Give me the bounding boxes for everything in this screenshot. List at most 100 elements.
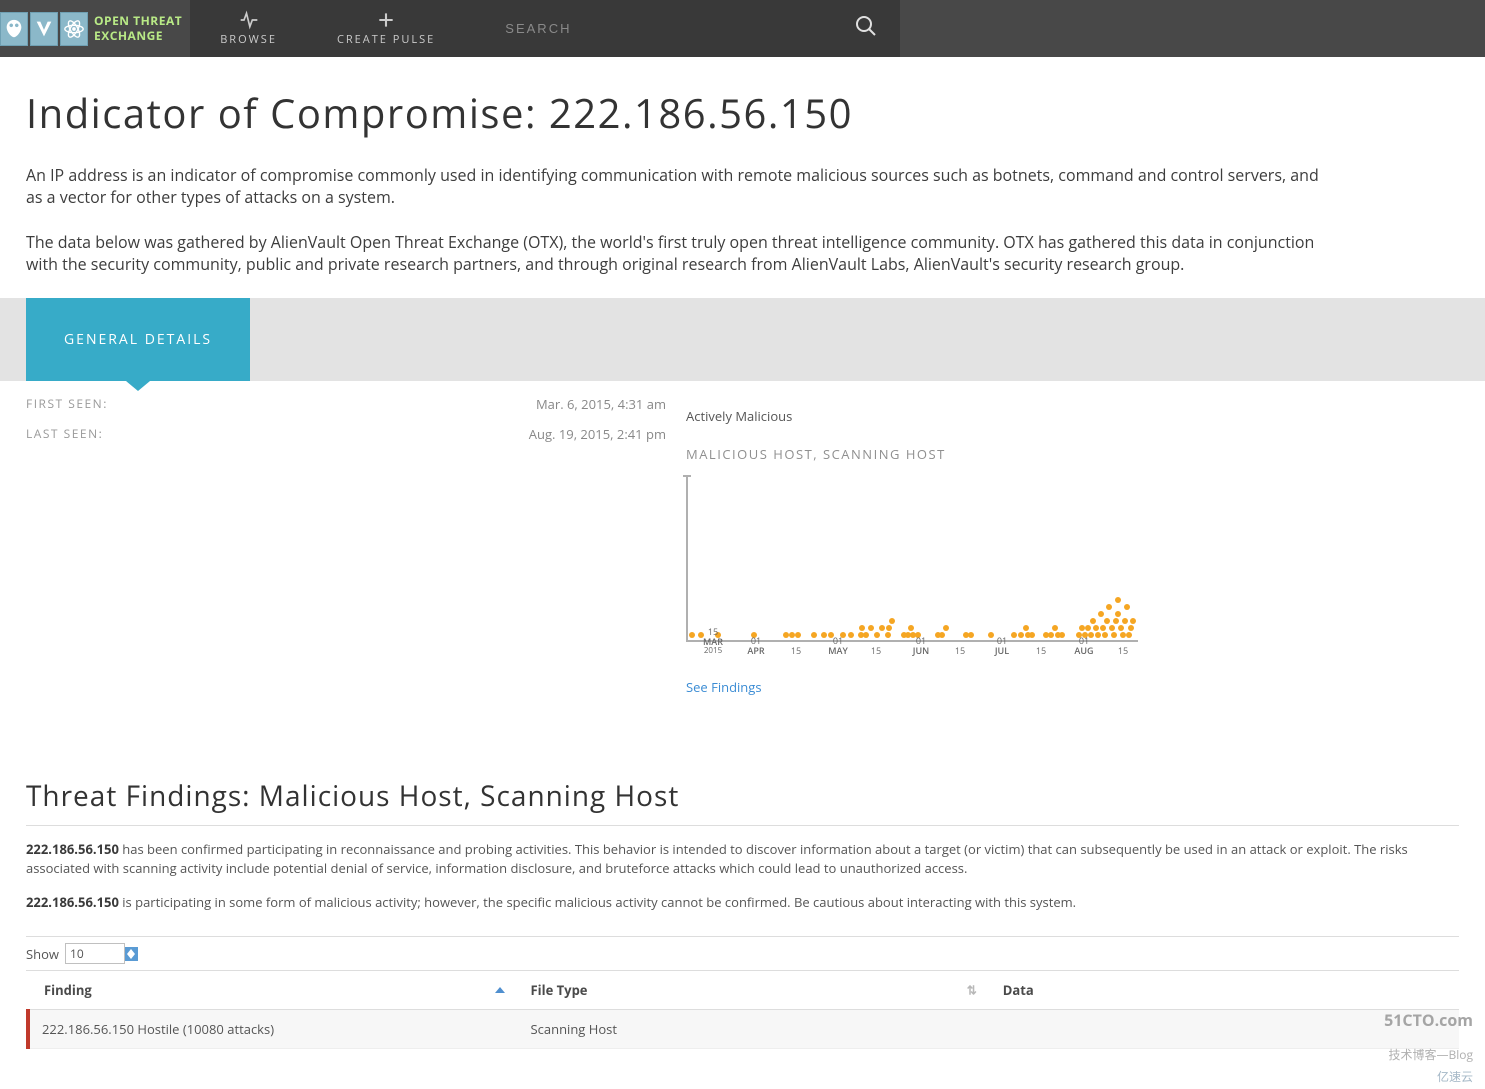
chart-dot xyxy=(868,625,874,631)
table-row: 222.186.56.150 Hostile (10080 attacks) S… xyxy=(28,1010,1459,1049)
chart-x-tick: 01JUN xyxy=(913,636,929,656)
create-pulse-label: CREATE PULSE xyxy=(337,32,435,47)
last-seen-row: LAST SEEN: Aug. 19, 2015, 2:41 pm xyxy=(26,419,666,449)
first-seen-row: FIRST SEEN: Mar. 6, 2015, 4:31 am xyxy=(26,389,666,419)
chart-dot xyxy=(1106,604,1112,610)
chart-dot xyxy=(1093,625,1099,631)
chart-dot xyxy=(1048,632,1054,638)
details-right-column: Actively Malicious MALICIOUS HOST, SCANN… xyxy=(686,389,1459,697)
chart-dot xyxy=(908,625,914,631)
chart-dot xyxy=(1059,632,1065,638)
table-controls: Show 10 xyxy=(26,936,1459,971)
chart-dot xyxy=(1018,632,1024,638)
chart-dot xyxy=(1100,625,1106,631)
chart-dot xyxy=(1011,632,1017,638)
chart-dot xyxy=(1023,625,1029,631)
chart-dot xyxy=(886,625,892,631)
activity-chart: 15MAR201501APR1501MAY1501JUN1501JUL1501A… xyxy=(686,475,1138,670)
chart-dot xyxy=(1130,618,1136,624)
col-finding[interactable]: Finding xyxy=(28,971,515,1010)
chart-dot xyxy=(939,632,945,638)
chart-dot xyxy=(1109,625,1115,631)
chart-x-tick: 01AUG xyxy=(1074,636,1093,656)
chart-dot xyxy=(943,625,949,631)
chart-dot xyxy=(1090,618,1096,624)
chart-x-tick: 01JUL xyxy=(995,636,1009,656)
chart-x-tick: 15 xyxy=(955,646,965,656)
chart-dot xyxy=(1085,625,1091,631)
chart-dot xyxy=(1115,611,1121,617)
chart-dot xyxy=(1102,632,1108,638)
cell-file-type: Scanning Host xyxy=(515,1010,987,1049)
findings-table: Finding File Type Data 222.186.56.150 Ho… xyxy=(26,971,1459,1049)
chart-dot xyxy=(1104,618,1110,624)
chart-dot xyxy=(1098,611,1104,617)
browse-nav-button[interactable]: BROWSE xyxy=(190,0,307,57)
intro-paragraph-2: The data below was gathered by AlienVaul… xyxy=(26,231,1336,276)
chart-dot xyxy=(1111,632,1117,638)
findings-p1-rest: has been confirmed participating in reco… xyxy=(26,840,1408,878)
pulse-icon xyxy=(239,10,259,30)
chart-dot xyxy=(988,632,994,638)
v-icon xyxy=(30,12,58,46)
select-caret-icon[interactable] xyxy=(124,947,138,961)
threat-findings-heading: Threat Findings: Malicious Host, Scannin… xyxy=(26,777,1459,826)
chart-x-tick: 15 xyxy=(1118,646,1128,656)
intro-paragraph-1: An IP address is an indicator of comprom… xyxy=(26,164,1336,209)
findings-p2-rest: is participating in some form of malicio… xyxy=(119,893,1076,911)
chart-dot xyxy=(795,632,801,638)
create-pulse-nav-button[interactable]: CREATE PULSE xyxy=(307,0,465,57)
page-title: Indicator of Compromise: 222.186.56.150 xyxy=(26,85,1459,140)
search-icon xyxy=(854,14,878,38)
cell-data xyxy=(987,1010,1459,1049)
col-data[interactable]: Data xyxy=(987,971,1459,1010)
findings-paragraph-1: 222.186.56.150 has been confirmed partic… xyxy=(26,840,1459,879)
chart-y-axis xyxy=(686,475,688,642)
show-count-value: 10 xyxy=(70,945,84,962)
chart-dot xyxy=(848,632,854,638)
chart-x-tick: 01APR xyxy=(747,636,764,656)
browse-label: BROWSE xyxy=(220,32,277,47)
see-findings-link[interactable]: See Findings xyxy=(686,678,762,696)
chart-dot xyxy=(885,632,891,638)
first-seen-label: FIRST SEEN: xyxy=(26,395,108,413)
chart-dot xyxy=(863,632,869,638)
brand-logo[interactable] xyxy=(0,12,88,46)
status-text: Actively Malicious xyxy=(686,407,1459,425)
first-seen-value: Mar. 6, 2015, 4:31 am xyxy=(536,395,666,413)
tab-general-details[interactable]: GENERAL DETAILS xyxy=(26,298,250,381)
details-left-column: FIRST SEEN: Mar. 6, 2015, 4:31 am LAST S… xyxy=(26,389,686,697)
brand-line-2: EXCHANGE xyxy=(94,29,182,43)
chart-dot xyxy=(879,625,885,631)
top-header: OPEN THREAT EXCHANGE BROWSE CREATE PULSE xyxy=(0,0,1485,57)
last-seen-label: LAST SEEN: xyxy=(26,425,103,443)
findings-paragraph-2: 222.186.56.150 is participating in some … xyxy=(26,893,1459,913)
chart-x-tick: 15MAR2015 xyxy=(703,627,723,656)
chart-x-tick: 15 xyxy=(871,646,881,656)
tags-text: MALICIOUS HOST, SCANNING HOST xyxy=(686,445,1459,463)
findings-ip-2: 222.186.56.150 xyxy=(26,893,119,911)
chart-x-tick: 01MAY xyxy=(828,636,848,656)
chart-dot xyxy=(1118,625,1124,631)
show-count-select[interactable]: 10 xyxy=(65,943,125,964)
chart-dot xyxy=(689,632,695,638)
last-seen-value: Aug. 19, 2015, 2:41 pm xyxy=(529,425,666,443)
chart-dot xyxy=(874,632,880,638)
chart-dot xyxy=(968,632,974,638)
plus-icon xyxy=(376,10,396,30)
chart-dot xyxy=(1115,597,1121,603)
chart-dot xyxy=(1052,625,1058,631)
chart-dot xyxy=(889,618,895,624)
cell-finding: 222.186.56.150 Hostile (10080 attacks) xyxy=(28,1010,515,1049)
search-input[interactable] xyxy=(505,21,850,36)
search-area xyxy=(465,0,900,57)
chart-dot xyxy=(1113,618,1119,624)
search-button[interactable] xyxy=(850,10,882,47)
show-label: Show xyxy=(26,945,59,963)
tab-strip: GENERAL DETAILS xyxy=(0,298,1485,381)
chart-dot xyxy=(1029,632,1035,638)
chart-dot xyxy=(1095,632,1101,638)
col-file-type[interactable]: File Type xyxy=(515,971,987,1010)
logo-area: OPEN THREAT EXCHANGE xyxy=(0,0,190,57)
chart-dot xyxy=(1128,625,1134,631)
